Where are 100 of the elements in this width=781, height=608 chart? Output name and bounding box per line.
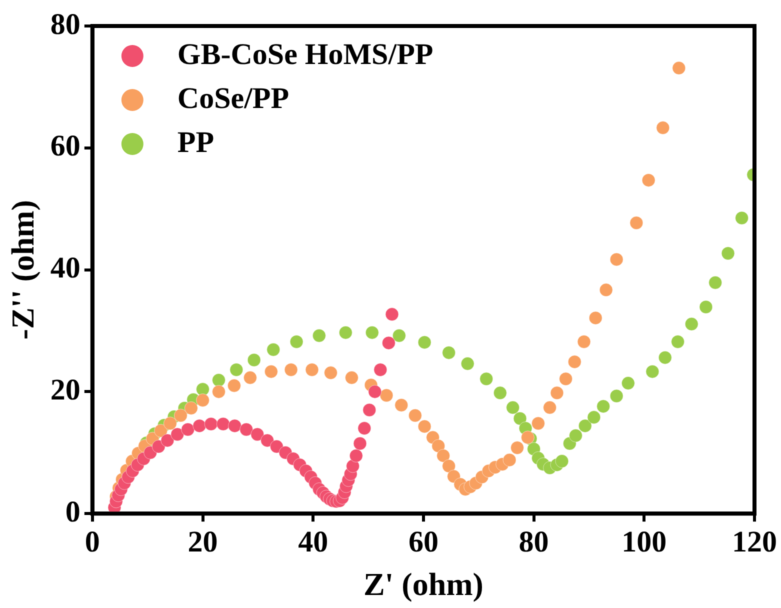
point <box>708 276 722 290</box>
point <box>672 61 686 75</box>
point <box>216 417 230 431</box>
point <box>510 441 524 455</box>
point <box>212 384 226 398</box>
point <box>684 317 698 331</box>
point <box>174 408 188 422</box>
x-tick-label: 20 <box>188 525 218 558</box>
point <box>228 419 242 433</box>
y-tick-label: 0 <box>65 495 80 528</box>
x-tick-label: 40 <box>298 525 328 558</box>
point <box>418 420 432 434</box>
point <box>264 364 278 378</box>
point <box>436 448 450 462</box>
point <box>230 363 244 377</box>
point <box>543 400 557 414</box>
point <box>204 417 218 431</box>
point <box>442 346 456 360</box>
point <box>418 336 432 350</box>
point <box>163 416 177 430</box>
point <box>555 454 569 468</box>
point <box>385 308 399 322</box>
point <box>671 334 685 348</box>
x-tick-label: 100 <box>622 525 667 558</box>
point <box>621 376 635 390</box>
point <box>368 384 382 398</box>
point <box>240 422 254 436</box>
point <box>568 428 582 442</box>
point <box>568 355 582 369</box>
point <box>250 428 264 442</box>
point <box>312 328 326 342</box>
point <box>550 386 564 400</box>
point <box>382 336 396 350</box>
point <box>260 434 274 448</box>
point <box>394 398 408 412</box>
point <box>460 356 474 370</box>
point <box>247 353 261 367</box>
legend-label: GB-CoSe HoMS/PP <box>177 38 434 71</box>
point <box>646 364 660 378</box>
point <box>362 403 376 417</box>
point <box>160 434 174 448</box>
point <box>559 372 573 386</box>
point <box>192 419 206 433</box>
point <box>243 370 257 384</box>
point <box>408 408 422 422</box>
point <box>365 326 379 340</box>
point <box>493 386 507 400</box>
point <box>642 173 656 187</box>
point <box>305 363 319 377</box>
point <box>599 283 613 297</box>
point <box>442 459 456 473</box>
point <box>284 363 298 377</box>
point <box>578 419 592 433</box>
point <box>531 416 545 430</box>
legend-label: PP <box>177 126 214 159</box>
x-tick-label: 60 <box>408 525 438 558</box>
y-tick-label: 40 <box>50 252 80 285</box>
point <box>587 410 601 424</box>
point <box>380 388 394 402</box>
y-axis-title: -Z'' (ohm) <box>4 200 40 340</box>
point <box>596 400 610 414</box>
x-tick-label: 80 <box>518 525 549 558</box>
point <box>266 342 280 356</box>
point <box>212 373 226 387</box>
point <box>344 370 358 384</box>
point <box>170 428 184 442</box>
point <box>374 363 388 377</box>
point <box>506 400 520 414</box>
point <box>656 121 670 135</box>
point <box>577 334 591 348</box>
point <box>520 430 534 444</box>
point <box>630 216 644 230</box>
point <box>270 440 284 454</box>
point <box>353 436 367 450</box>
point <box>480 372 494 386</box>
point <box>513 412 527 426</box>
point <box>392 328 406 342</box>
point <box>184 401 198 415</box>
point <box>227 378 241 392</box>
point <box>658 350 672 364</box>
point <box>502 453 516 467</box>
point <box>735 211 749 225</box>
point <box>290 334 304 348</box>
point <box>721 246 735 260</box>
point <box>588 311 602 325</box>
point <box>610 252 624 266</box>
x-tick-label: 120 <box>732 525 777 558</box>
point <box>324 366 338 380</box>
point <box>196 393 210 407</box>
point <box>338 326 352 340</box>
y-tick-label: 60 <box>50 130 80 163</box>
point <box>699 300 713 314</box>
point <box>349 448 363 462</box>
point <box>181 422 195 436</box>
y-tick-label: 20 <box>50 373 80 406</box>
y-tick-label: 80 <box>50 8 80 41</box>
point <box>358 422 372 436</box>
legend-label: CoSe/PP <box>177 82 290 115</box>
x-axis-title: Z' (ohm) <box>363 566 484 602</box>
point <box>610 389 624 403</box>
